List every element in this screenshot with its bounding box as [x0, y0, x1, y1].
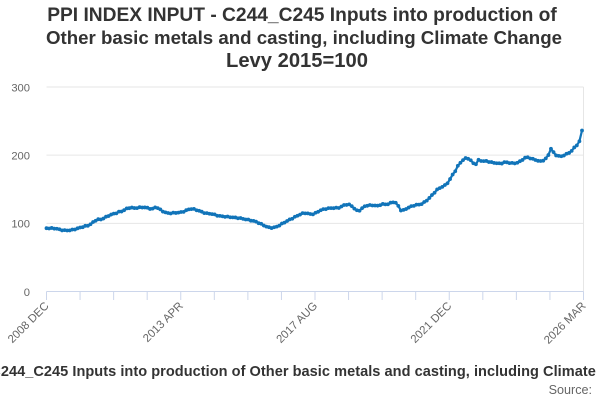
svg-text:100: 100 — [11, 219, 30, 231]
svg-text:300: 300 — [11, 82, 30, 94]
svg-text:Levy 2015=100: Levy 2015=100 — [226, 50, 368, 72]
svg-text:PPI INDEX INPUT - C244_C245 In: PPI INDEX INPUT - C244_C245 Inputs into … — [0, 364, 600, 380]
svg-text:Other basic metals and casting: Other basic metals and casting, includin… — [46, 27, 562, 48]
svg-text:200: 200 — [11, 150, 30, 162]
svg-text:PPI INDEX INPUT - C244_C245 In: PPI INDEX INPUT - C244_C245 Inputs into … — [47, 5, 557, 26]
svg-text:Source:: Source: — [549, 383, 592, 397]
svg-text:0: 0 — [24, 287, 30, 299]
